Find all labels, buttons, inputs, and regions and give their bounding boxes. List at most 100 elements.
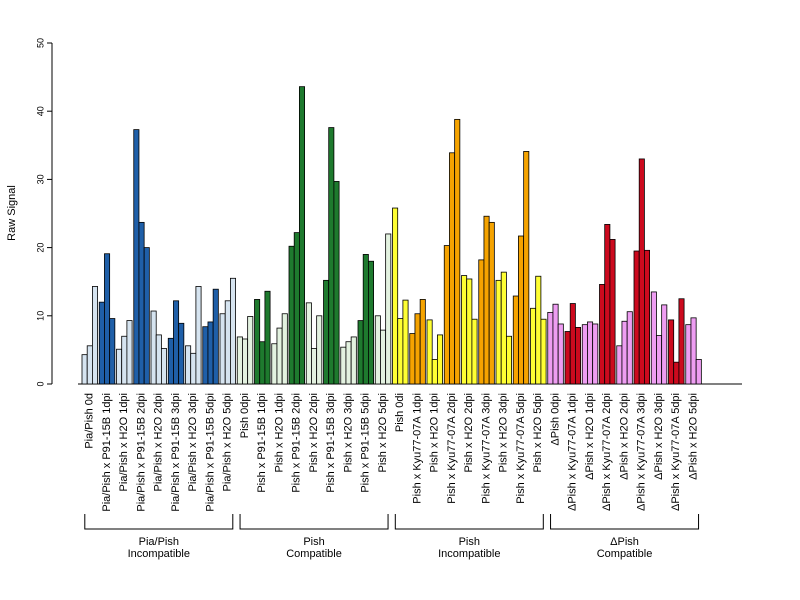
bar	[155, 334, 162, 385]
category-label: ΔPish x Kyu77-07A 1dpi	[567, 393, 579, 511]
bar	[207, 321, 214, 385]
bar	[380, 329, 387, 385]
bar	[138, 221, 145, 385]
bar	[695, 359, 702, 385]
bar	[357, 320, 364, 385]
group-brackets: Pia/PishIncompatiblePishCompatiblePishIn…	[84, 514, 700, 560]
category-label: Pish x P91-15B 3dpi	[325, 393, 337, 493]
category-label: Pish x Kyu77-07A 3dpi	[480, 393, 492, 504]
bar	[540, 318, 547, 385]
bar	[656, 335, 663, 385]
group-bracket	[239, 514, 389, 530]
bar	[345, 341, 352, 385]
group-label: Pia/Pish	[139, 536, 179, 548]
bar	[126, 320, 133, 385]
bar	[678, 298, 685, 385]
group-bracket	[550, 514, 700, 530]
y-tick-label: 30	[35, 174, 45, 184]
bar	[483, 215, 490, 385]
category-label: ΔPish x Kyu77-07A 3dpi	[636, 393, 648, 511]
bar	[362, 254, 369, 385]
bar	[644, 249, 651, 385]
category-label: Pia/Pish 0d	[84, 393, 96, 449]
category-label: Pish x H2O 1dpi	[429, 393, 441, 472]
bar	[116, 348, 123, 385]
category-label: Pish x P91-15B 1dpi	[256, 393, 268, 493]
bar	[518, 235, 525, 385]
bar	[311, 348, 318, 385]
bar	[454, 118, 461, 385]
bar	[178, 322, 185, 385]
category-label: Pia/Pish x P91-15B 3dpi	[170, 393, 182, 512]
bar	[581, 324, 588, 385]
bar	[638, 158, 645, 385]
category-label: ΔPish x H2O 3dpi	[653, 393, 665, 480]
bar	[436, 334, 443, 385]
bar	[224, 300, 231, 385]
bar	[431, 359, 438, 385]
bar	[392, 207, 399, 385]
bar	[575, 326, 582, 385]
category-label: ΔPish 0dpi	[549, 393, 561, 446]
category-label: Pish x Kyu77-07A 2dpi	[446, 393, 458, 504]
bar	[333, 181, 340, 385]
bar	[276, 327, 283, 385]
bar	[633, 250, 640, 385]
bars	[81, 86, 702, 385]
category-label: Pish x Kyu77-07A 5dpi	[515, 393, 527, 504]
bar	[495, 279, 502, 385]
y-axis-title: Raw Signal	[6, 185, 18, 241]
category-label: Pish x H2O 3dpi	[342, 393, 354, 472]
y-tick-label: 10	[35, 311, 45, 321]
bar	[426, 319, 433, 385]
bar	[409, 333, 416, 385]
bar	[505, 335, 512, 385]
y-tick-label: 0	[35, 381, 45, 386]
bar	[673, 361, 680, 385]
bar	[449, 152, 456, 385]
bar	[81, 354, 88, 385]
bar	[271, 343, 278, 385]
bar	[219, 313, 226, 385]
category-label: Pia/Pish x P91-15B 1dpi	[101, 393, 113, 512]
bar	[557, 323, 564, 385]
bar	[328, 127, 335, 385]
bar	[621, 320, 628, 385]
y-axis: 0 10 20 30 40 50 Raw Signal	[6, 38, 53, 387]
bar	[564, 331, 571, 385]
category-label: Pia/Pish x H2O 2dpi	[153, 393, 165, 491]
bar	[247, 316, 254, 385]
category-label: Pish x H2O 5dpi	[532, 393, 544, 472]
bar	[626, 311, 633, 385]
y-tick-label: 40	[35, 106, 45, 116]
bar	[340, 346, 347, 385]
bar	[500, 271, 507, 385]
category-label: Pia/Pish x H2O 1dpi	[118, 393, 130, 491]
bar	[569, 303, 576, 385]
category-label: ΔPish x H2O 1dpi	[584, 393, 596, 480]
bar	[661, 304, 668, 385]
category-label: ΔPish x H2O 5dpi	[687, 393, 699, 480]
category-label: ΔPish x H2O 2dpi	[618, 393, 630, 480]
bar	[264, 290, 271, 385]
bar	[488, 221, 495, 385]
bar	[535, 275, 542, 385]
bar	[121, 335, 128, 385]
bar	[298, 86, 305, 385]
bar	[288, 245, 295, 385]
group-label: Compatible	[597, 548, 653, 560]
bar	[616, 345, 623, 385]
category-label: Pish x H2O 1dpi	[273, 393, 285, 472]
bar	[316, 315, 323, 385]
category-label: Pish 0dpi	[239, 393, 251, 438]
bar	[530, 307, 537, 385]
bar	[167, 337, 174, 385]
bar	[385, 233, 392, 385]
y-tick-label: 20	[35, 243, 45, 253]
category-labels: Pia/Pish 0d Pia/Pish x P91-15B 1dpi Pia/Pi…	[84, 393, 700, 512]
bar	[414, 313, 421, 385]
group-label: Incompatible	[128, 548, 190, 560]
category-label: Pish x P91-15B 5dpi	[360, 393, 372, 493]
bar	[202, 326, 209, 385]
